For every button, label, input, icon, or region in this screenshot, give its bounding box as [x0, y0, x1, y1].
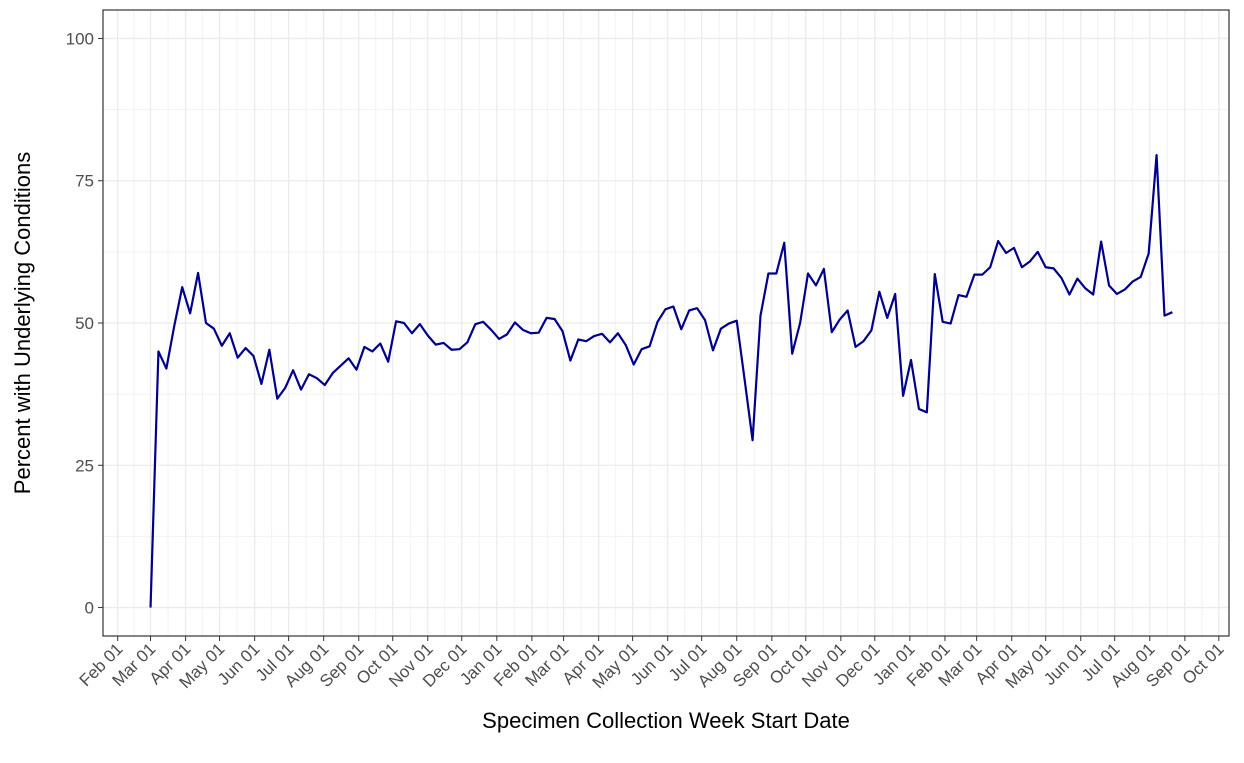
y-tick-label: 100 — [66, 29, 94, 48]
y-tick-label: 75 — [75, 172, 94, 191]
data-line — [149, 154, 1173, 608]
panel-border — [102, 9, 1230, 637]
y-tick-label: 0 — [85, 599, 94, 618]
y-tick-label: 50 — [75, 314, 94, 333]
y-tick-label: 25 — [75, 456, 94, 475]
x-axis-title: Specimen Collection Week Start Date — [482, 708, 850, 733]
y-axis-title: Percent with Underlying Conditions — [10, 152, 35, 494]
